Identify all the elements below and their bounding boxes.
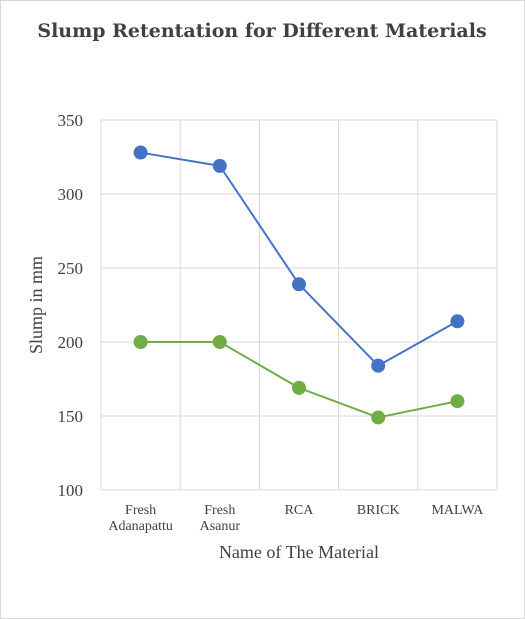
- series-2-point: [371, 410, 386, 425]
- y-axis-ticks: 100 150 200 250 300 350: [58, 111, 84, 500]
- x-tick-label: Fresh Adanapattu: [108, 503, 173, 534]
- x-tick-label: MALWA: [431, 503, 484, 518]
- gridlines: [100, 119, 498, 491]
- series-2-line: [140, 341, 458, 419]
- series-layer: [133, 145, 465, 425]
- series-1-point: [292, 277, 306, 292]
- series-2-point: [292, 380, 306, 395]
- series-1-line: [140, 151, 458, 367]
- x-tick-label: RCA: [285, 503, 315, 518]
- y-axis-title: Slump in mm: [26, 256, 46, 354]
- chart-title: Slump Retentation for Different Material…: [37, 20, 486, 42]
- x-axis-title: Name of The Material: [219, 542, 379, 562]
- y-tick-label: 250: [58, 259, 84, 278]
- series-1-point: [133, 145, 148, 160]
- y-tick-label: 200: [58, 333, 84, 352]
- y-tick-label: 300: [58, 185, 84, 204]
- x-tick-label: BRICK: [357, 503, 400, 518]
- x-tick-label: Fresh Asanur: [200, 503, 241, 534]
- series-2-point: [212, 335, 227, 349]
- series-1-point: [212, 158, 227, 173]
- x-axis-ticks: Fresh Adanapattu Fresh Asanur RCA BRICK MALWA: [108, 503, 484, 534]
- y-tick-label: 350: [58, 111, 84, 130]
- y-tick-label: 100: [58, 481, 84, 500]
- series-2-point: [133, 335, 148, 349]
- series-2-point: [450, 394, 465, 409]
- series-1-point: [450, 314, 465, 329]
- y-tick-label: 150: [58, 407, 84, 426]
- series-1-point: [371, 358, 386, 373]
